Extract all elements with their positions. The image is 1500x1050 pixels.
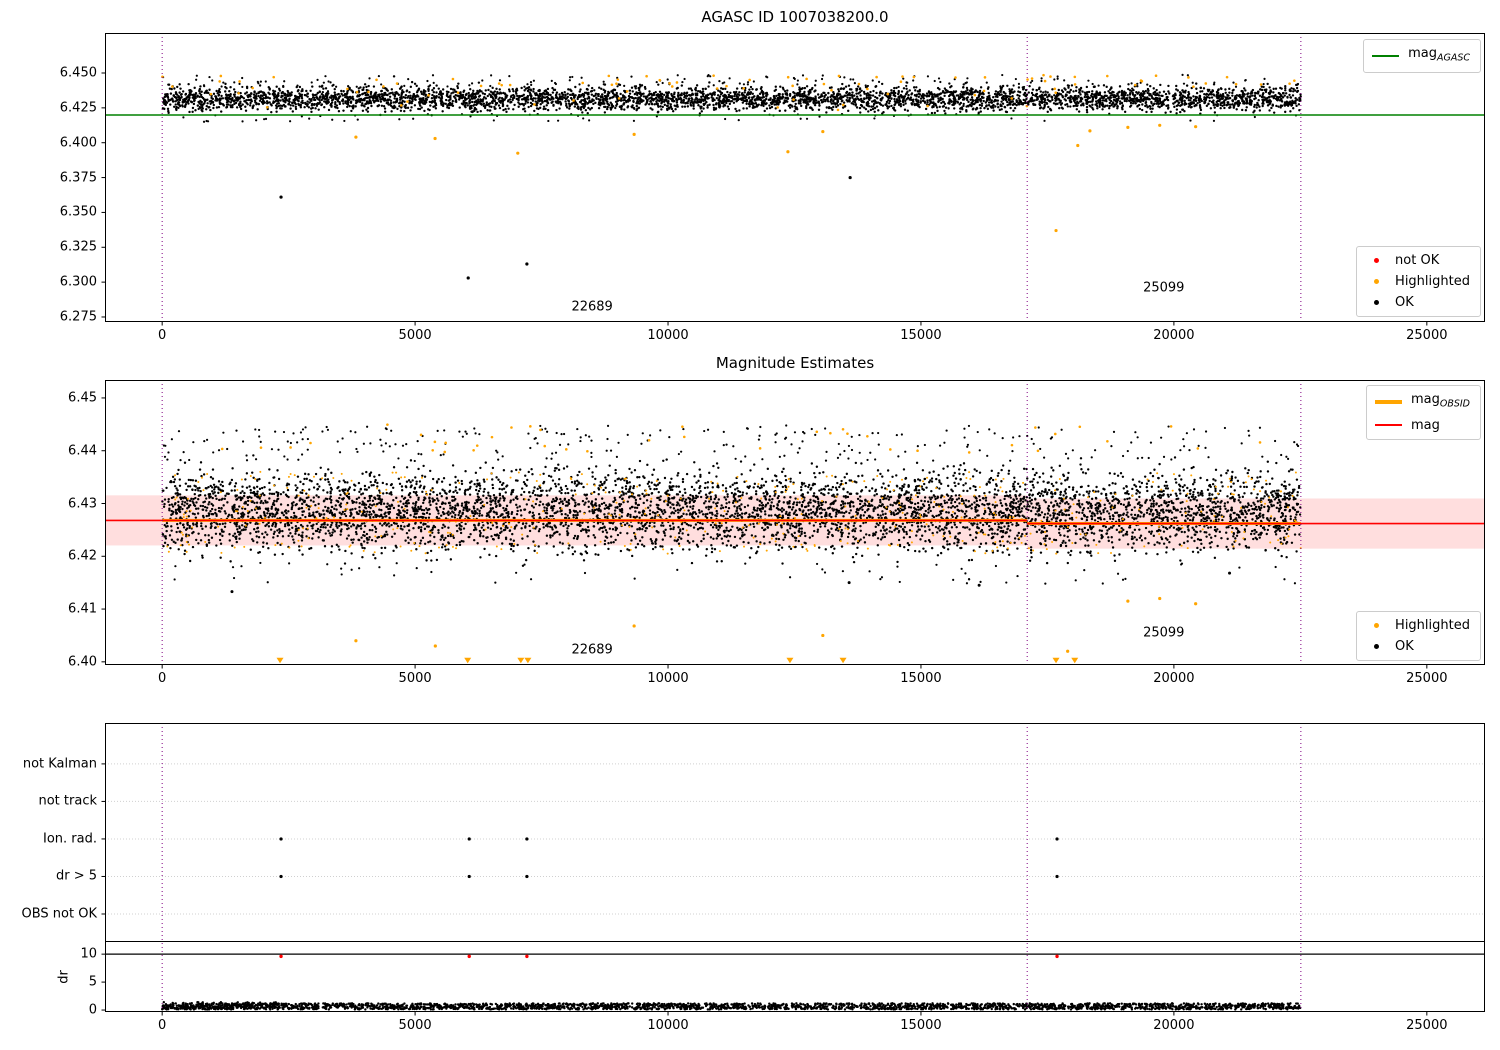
x-tick-label: 20000 bbox=[1153, 328, 1195, 343]
y-tick-label: 6.350 bbox=[59, 204, 97, 220]
y-tick-label: 6.45 bbox=[68, 390, 97, 406]
x-tick-label: 15000 bbox=[900, 671, 942, 686]
legend-label: Highlighted bbox=[1395, 274, 1470, 289]
x-tick-label: 10000 bbox=[647, 671, 689, 686]
flag-category-label: OBS not OK bbox=[21, 906, 98, 922]
x-tick-label: 5000 bbox=[398, 328, 432, 343]
plot-title-top: AGASC ID 1007038200.0 bbox=[701, 8, 889, 26]
y-tick-label: 6.300 bbox=[59, 274, 97, 290]
y-tick-label: 6.400 bbox=[59, 135, 97, 151]
y-tick-label: 6.41 bbox=[68, 601, 97, 617]
legend-label: OK bbox=[1395, 295, 1414, 310]
legend-marker-dot-icon bbox=[1374, 623, 1380, 628]
legend-item: OK bbox=[1365, 295, 1470, 310]
x-tick-label: 5000 bbox=[398, 671, 432, 686]
legend-marker-line-icon bbox=[1372, 54, 1400, 57]
x-tick-label: 20000 bbox=[1153, 671, 1195, 686]
x-tick-label: 20000 bbox=[1153, 1018, 1195, 1033]
obsid-annotation: 25099 bbox=[1143, 280, 1185, 296]
legend-mag-lines: magOBSID mag bbox=[1365, 385, 1481, 440]
legend-item: OK bbox=[1365, 639, 1470, 654]
legend-marker-dot-icon bbox=[1374, 258, 1380, 263]
y-tick-label: 6.325 bbox=[59, 239, 97, 255]
legend-item: not OK bbox=[1365, 253, 1470, 268]
obsid-annotation: 22689 bbox=[571, 299, 613, 315]
y-tick-label: 6.42 bbox=[68, 548, 97, 564]
legend-label: magAGASC bbox=[1408, 46, 1470, 64]
legend-status-top: not OK Highlighted OK bbox=[1356, 246, 1481, 317]
x-tick-label: 15000 bbox=[900, 1018, 942, 1033]
legend-marker-line-icon bbox=[1374, 424, 1402, 427]
x-tick-label: 0 bbox=[158, 328, 167, 343]
legend-label: OK bbox=[1395, 639, 1414, 654]
legend-label: magOBSID bbox=[1410, 392, 1470, 410]
y-tick-label: 6.275 bbox=[59, 309, 97, 325]
x-tick-label: 0 bbox=[158, 1018, 167, 1033]
legend-label: Highlighted bbox=[1395, 618, 1470, 633]
x-tick-label: 25000 bbox=[1406, 1018, 1448, 1033]
x-tick-label: 25000 bbox=[1406, 328, 1448, 343]
y-tick-label: 6.425 bbox=[59, 100, 97, 116]
legend-item: magOBSID bbox=[1374, 392, 1470, 412]
flag-category-label: dr > 5 bbox=[55, 868, 97, 884]
y-tick-label: 6.44 bbox=[68, 443, 97, 459]
y-tick-label: 5 bbox=[88, 974, 97, 990]
legend-mag-agasc: magAGASC bbox=[1363, 39, 1481, 73]
legend-marker-dot-icon bbox=[1374, 279, 1380, 284]
legend-marker-line-icon bbox=[1374, 399, 1402, 404]
legend-label: mag bbox=[1410, 417, 1440, 433]
y-tick-label: 6.375 bbox=[59, 170, 97, 186]
x-tick-label: 10000 bbox=[647, 1018, 689, 1033]
y-tick-label: 6.450 bbox=[59, 65, 97, 81]
y-tick-label: 10 bbox=[80, 946, 97, 962]
legend-status-middle: Highlighted OK bbox=[1356, 611, 1481, 661]
legend-label: not OK bbox=[1395, 253, 1440, 268]
legend-marker-dot-icon bbox=[1374, 300, 1380, 305]
y-tick-label: 6.43 bbox=[68, 496, 97, 511]
legend-item: mag bbox=[1374, 417, 1470, 433]
x-tick-label: 25000 bbox=[1406, 671, 1448, 686]
flag-category-label: not Kalman bbox=[22, 756, 97, 772]
flag-category-label: Ion. rad. bbox=[43, 831, 97, 847]
flag-category-label: not track bbox=[38, 793, 97, 809]
legend-item: magAGASC bbox=[1372, 46, 1470, 66]
x-tick-label: 0 bbox=[158, 671, 167, 686]
legend-item: Highlighted bbox=[1365, 618, 1470, 633]
y-tick-label: 6.40 bbox=[68, 654, 97, 670]
x-tick-label: 5000 bbox=[398, 1018, 432, 1033]
obsid-annotation: 25099 bbox=[1143, 625, 1185, 641]
y-tick-label: 0 bbox=[88, 1002, 97, 1018]
plot-title-middle: Magnitude Estimates bbox=[715, 354, 875, 372]
x-tick-label: 15000 bbox=[900, 328, 942, 343]
legend-marker-dot-icon bbox=[1374, 644, 1380, 649]
obsid-annotation: 22689 bbox=[571, 642, 613, 658]
x-tick-label: 10000 bbox=[647, 328, 689, 343]
legend-item: Highlighted bbox=[1365, 274, 1470, 289]
